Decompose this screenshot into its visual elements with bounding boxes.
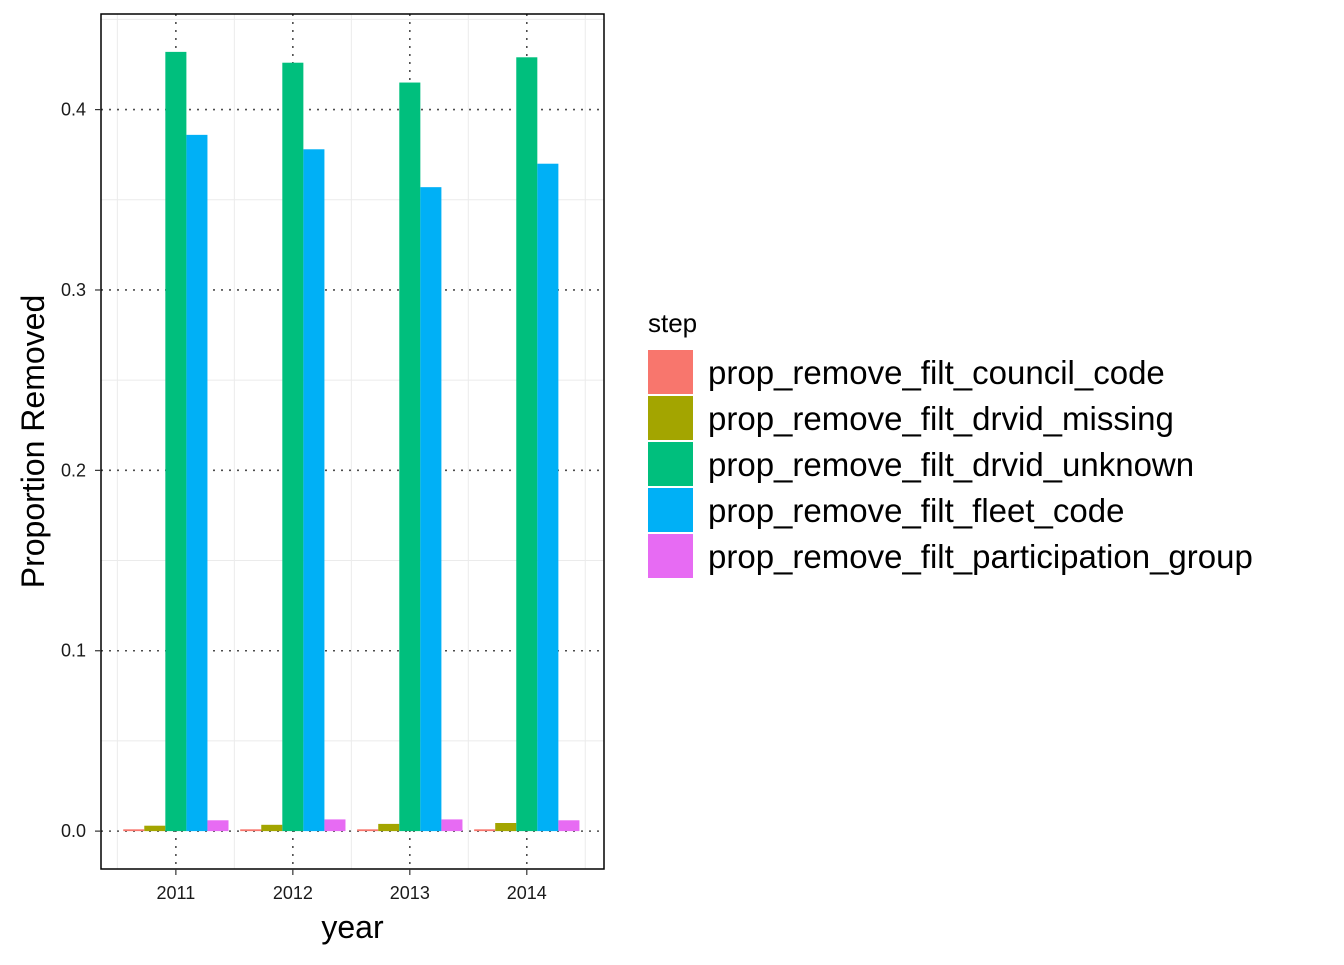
bar bbox=[144, 825, 166, 832]
bar bbox=[537, 163, 559, 832]
y-tick-label: 0.4 bbox=[61, 100, 86, 120]
bar bbox=[357, 829, 379, 832]
bar bbox=[303, 149, 325, 832]
x-axis-title: year bbox=[321, 909, 384, 945]
y-tick-label: 0.1 bbox=[61, 641, 86, 661]
bars-layer bbox=[123, 51, 580, 832]
plot-border bbox=[100, 13, 605, 870]
y-tick-label: 0.2 bbox=[61, 460, 86, 480]
bar bbox=[282, 62, 304, 832]
y-tick-label: 0.0 bbox=[61, 821, 86, 841]
legend-label: prop_remove_filt_participation_group bbox=[708, 538, 1253, 575]
y-axis-title: Proportion Removed bbox=[15, 295, 51, 588]
bar bbox=[558, 820, 580, 832]
bar bbox=[399, 82, 421, 832]
bar bbox=[207, 820, 229, 832]
legend-swatch bbox=[648, 396, 693, 440]
bar bbox=[123, 829, 145, 832]
bar bbox=[474, 829, 496, 832]
x-tick-label: 2012 bbox=[273, 883, 313, 903]
legend-swatch bbox=[648, 488, 693, 532]
bar bbox=[165, 51, 187, 832]
bar bbox=[378, 823, 400, 832]
legend-swatch bbox=[648, 442, 693, 486]
bar bbox=[516, 57, 538, 832]
bar bbox=[324, 819, 346, 832]
legend-label: prop_remove_filt_fleet_code bbox=[708, 492, 1124, 529]
x-tick-label: 2013 bbox=[390, 883, 430, 903]
legend: step prop_remove_filt_council_code prop_re… bbox=[648, 308, 1253, 578]
bar bbox=[186, 134, 208, 832]
bar bbox=[495, 823, 517, 832]
axes-layer: 0.0 0.1 0.2 0.3 0.4 2011 2012 2013 2014 year Propo… bbox=[15, 13, 605, 945]
legend-label: prop_remove_filt_drvid_missing bbox=[708, 400, 1174, 437]
bar bbox=[261, 824, 283, 832]
y-tick-label: 0.3 bbox=[61, 280, 86, 300]
legend-title: step bbox=[648, 308, 697, 338]
bar bbox=[240, 829, 262, 832]
bar bbox=[420, 187, 442, 832]
x-tick-label: 2011 bbox=[157, 883, 196, 903]
bar bbox=[441, 819, 463, 832]
legend-swatch bbox=[648, 534, 693, 578]
legend-label: prop_remove_filt_council_code bbox=[708, 354, 1165, 391]
legend-label: prop_remove_filt_drvid_unknown bbox=[708, 446, 1194, 483]
x-tick-label: 2014 bbox=[507, 883, 547, 903]
legend-swatch bbox=[648, 350, 693, 394]
